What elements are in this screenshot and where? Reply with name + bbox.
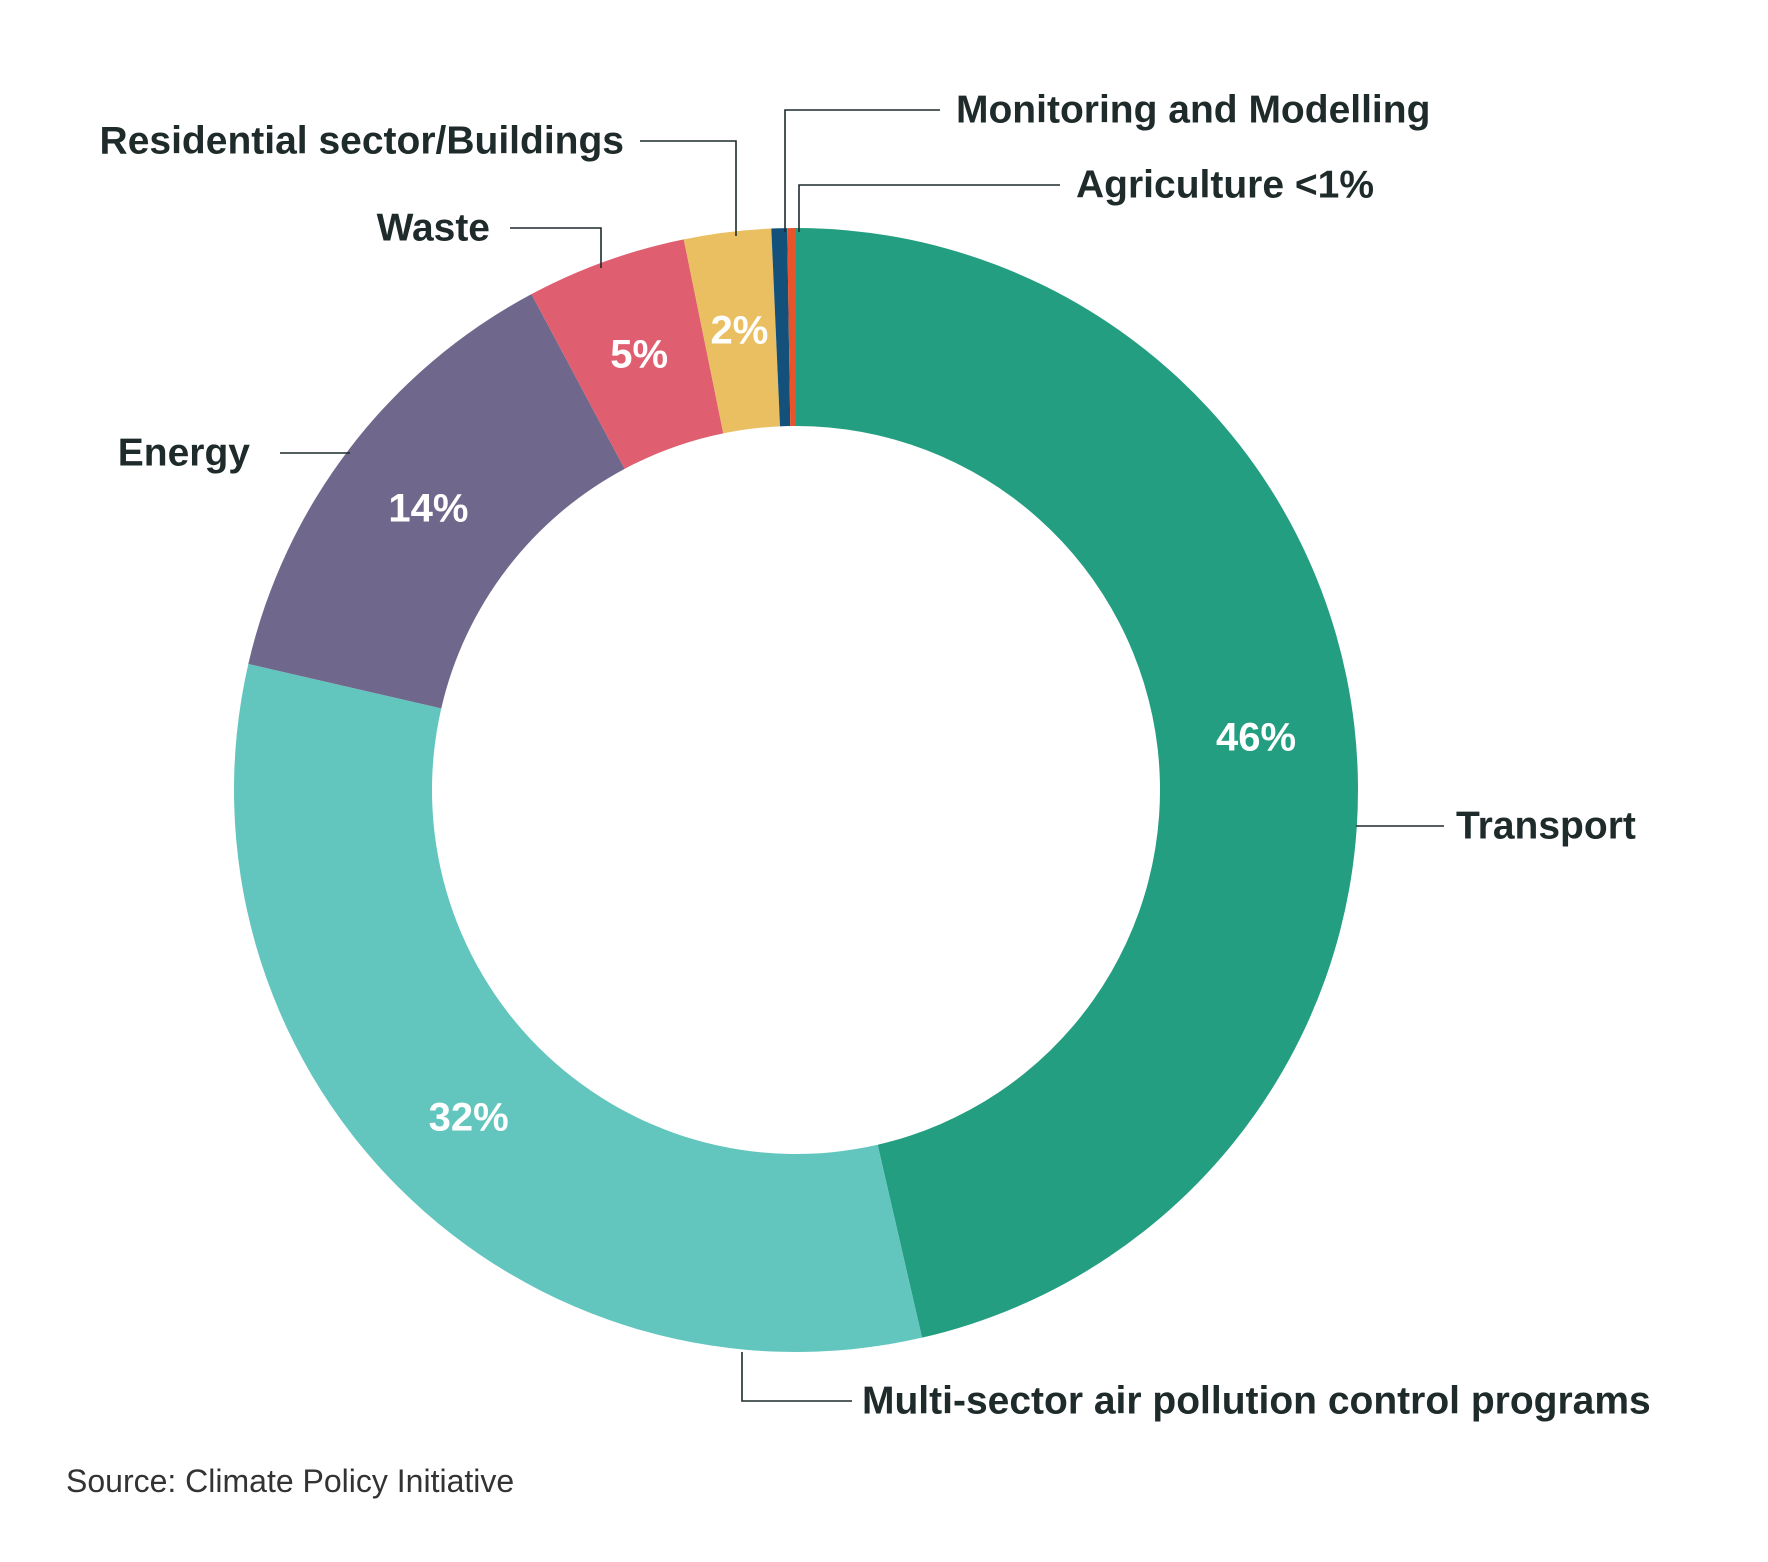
callout-labels: Transport Multi-sector air pollution cont…	[100, 89, 1651, 1423]
callout-label-1: Multi-sector air pollution control progr…	[862, 1380, 1651, 1423]
slice-6	[787, 228, 796, 427]
pct-label-0: 46%	[1216, 716, 1296, 760]
callout-leaders	[280, 109, 1444, 1402]
pct-label-1: 32%	[429, 1095, 509, 1139]
slice-0	[796, 228, 1358, 1338]
leader-line-4	[640, 140, 737, 236]
callout-label-5: Monitoring and Modelling	[956, 89, 1430, 132]
leader-line-1	[741, 1352, 852, 1402]
leader-line-5	[784, 109, 940, 232]
callout-label-0: Transport	[1456, 805, 1636, 848]
callout-label-2: Energy	[118, 432, 251, 475]
callout-label-4: Residential sector/Buildings	[100, 120, 624, 163]
percentage-labels: 46% 32% 14% 5% 2%	[388, 308, 1296, 1139]
donut-slices	[234, 228, 1358, 1352]
pct-label-3: 5%	[610, 332, 668, 376]
pct-label-2: 14%	[388, 487, 468, 531]
callout-label-6: Agriculture <1%	[1076, 164, 1374, 207]
slice-4	[683, 228, 780, 434]
source-note: Source: Climate Policy Initiative	[66, 1463, 514, 1499]
slice-2	[248, 294, 625, 709]
callout-label-3: Waste	[377, 207, 490, 250]
leader-line-6	[798, 184, 1060, 232]
leader-line-3	[510, 227, 602, 268]
slice-5	[771, 228, 791, 427]
pct-label-4: 2%	[711, 308, 769, 352]
slice-1	[234, 663, 923, 1352]
slice-3	[531, 239, 724, 469]
